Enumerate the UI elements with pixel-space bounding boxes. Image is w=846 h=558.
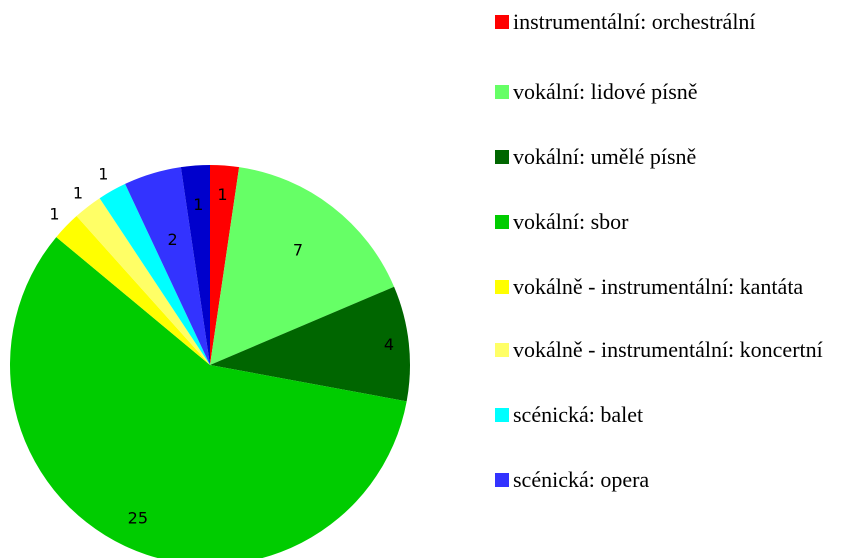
legend-swatch [495, 280, 509, 294]
legend-swatch [495, 343, 509, 357]
data-label: 1 [73, 184, 83, 203]
pie-slice [99, 183, 210, 365]
legend-swatch [495, 215, 509, 229]
legend-label: instrumentální: orchestrální [513, 9, 756, 34]
data-label: 25 [128, 508, 148, 527]
legend-swatch [495, 150, 509, 164]
data-label: 1 [49, 205, 59, 224]
legend-label: scénická: balet [513, 402, 644, 427]
data-label: 1 [217, 185, 227, 204]
pie-slice [180, 165, 210, 365]
pie-slice [76, 198, 210, 365]
pie-slice [56, 216, 211, 365]
data-label: 1 [193, 195, 203, 214]
legend-swatch [495, 85, 509, 99]
pie-slice [10, 237, 407, 558]
data-label: 1 [98, 164, 108, 183]
legend-swatch [495, 473, 509, 487]
legend-label: scénická: opera [513, 467, 650, 492]
pie-slice [210, 167, 395, 365]
pie-slice [210, 165, 240, 365]
data-label: 7 [293, 241, 303, 260]
pie-slice [125, 167, 210, 365]
legend-label: vokálně - instrumentální: koncertní [513, 337, 823, 362]
legend-swatch [495, 15, 509, 29]
legend-label: vokální: sbor [513, 209, 629, 234]
data-label: 4 [384, 335, 394, 354]
data-label: 2 [167, 230, 177, 249]
legend-swatch [495, 408, 509, 422]
pie-slice [210, 286, 410, 402]
legend-label: vokálně - instrumentální: kantáta [513, 274, 804, 299]
legend-label: vokální: lidové písně [513, 79, 698, 104]
legend-label: vokální: umělé písně [513, 144, 697, 169]
